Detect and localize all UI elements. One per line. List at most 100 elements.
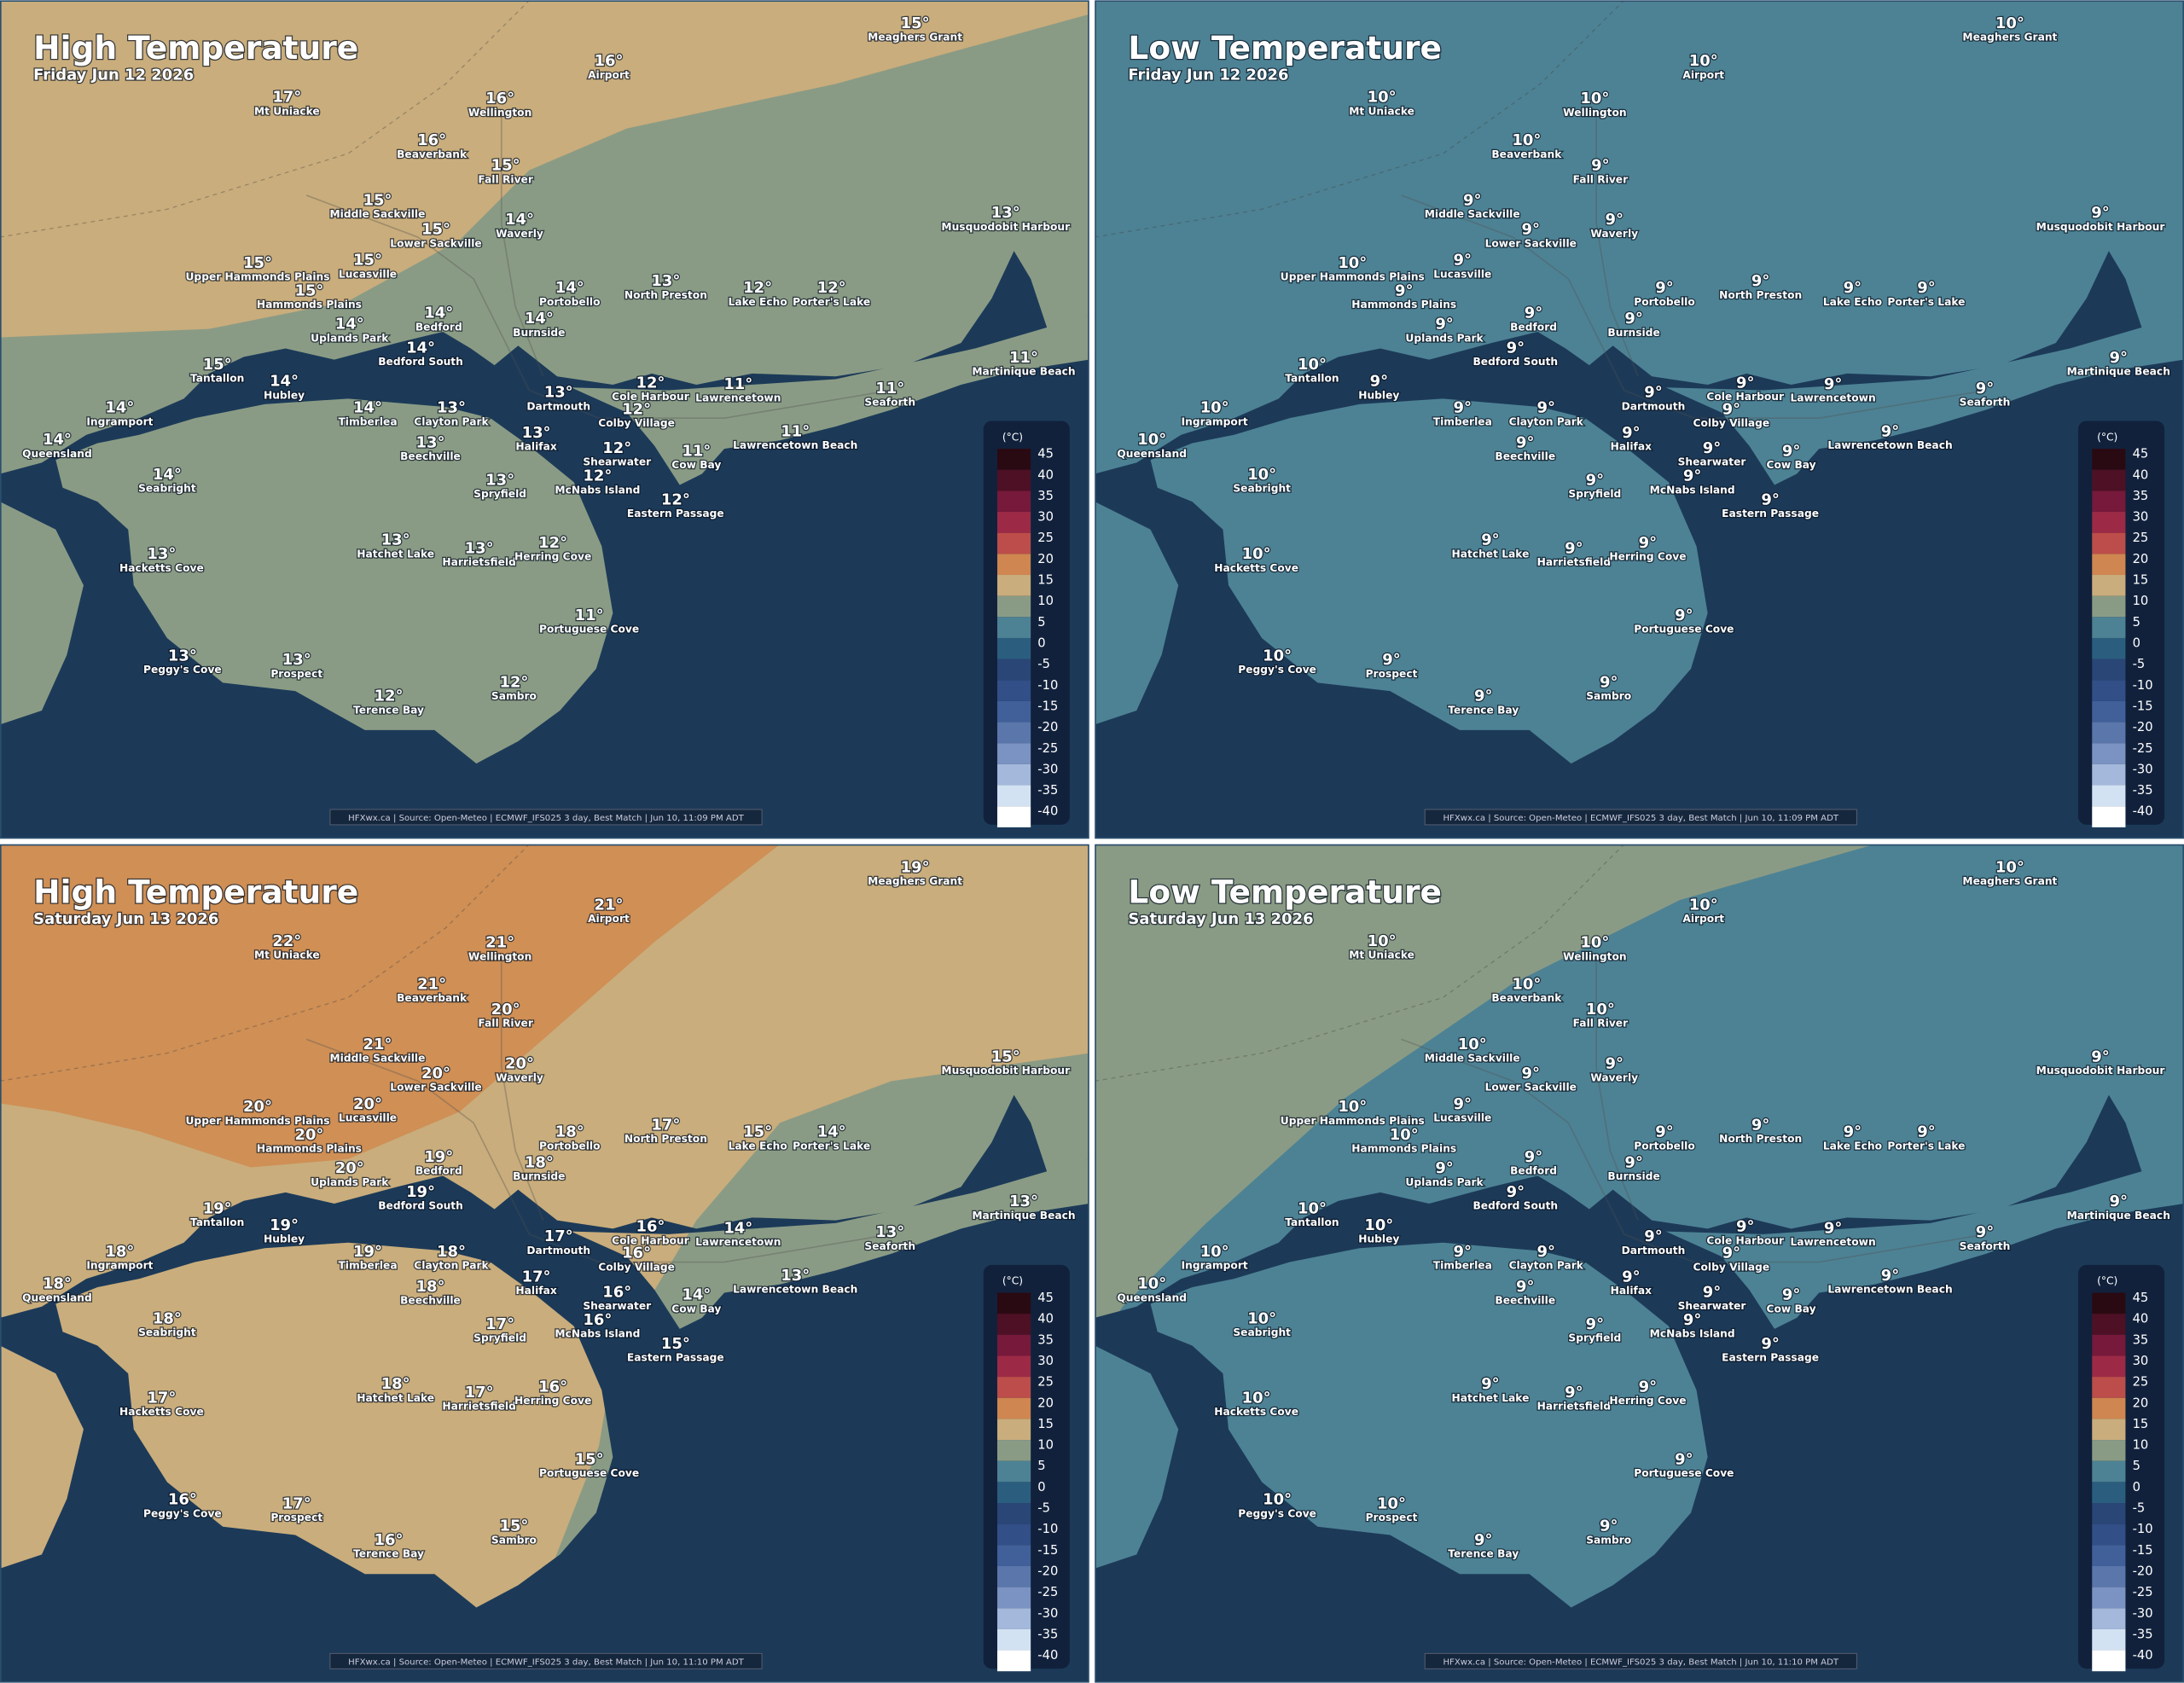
place-name: Burnside [513,327,565,339]
map-subtitle: Saturday Jun 13 2026 [1128,910,1313,928]
place-name: Hubley [264,389,305,401]
panel-body [1095,0,2184,839]
place-name: Clayton Park [414,1260,489,1272]
place-name: Clayton Park [1509,1260,1584,1272]
temperature-label: 21° [417,976,446,994]
place-name: Harrietsfield [442,1401,516,1413]
temperature-label: 20° [294,1126,323,1144]
place-name: Beechville [400,450,461,462]
temperature-label: 17° [544,1227,573,1245]
temperature-label: 9° [1917,279,1935,297]
place-name: Spryfield [473,488,526,500]
place-name: Seabright [1233,483,1291,495]
temperature-label: 9° [1600,1518,1618,1535]
temperature-label: 10° [1263,647,1292,664]
place-name: North Preston [624,1133,707,1145]
map-subtitle: Friday Jun 12 2026 [33,66,194,84]
temperature-label: 14° [424,305,453,322]
place-name: Hammonds Plains [1351,1143,1456,1155]
temperature-label: 17° [465,1384,494,1402]
place-name: Porter's Lake [1887,1140,1965,1152]
temperature-label: 9° [1644,384,1662,402]
place-name: Beaverbank [1491,992,1562,1004]
place-name: Spryfield [1568,488,1621,500]
legend-swatch [2092,1523,2126,1546]
legend-tick-label: 25 [1037,1375,1054,1390]
legend-tick-label: 30 [2133,510,2149,525]
temperature-label: 9° [1481,1375,1499,1393]
temperature-label: 10° [1586,1001,1615,1019]
legend-swatch [2092,763,2126,786]
temperature-label: 9° [1454,1095,1472,1113]
place-name: Shearwater [583,456,651,468]
temperature-label: 16° [538,1378,567,1396]
legend-tick-label: -30 [2133,1606,2153,1621]
legend-tick-label: -40 [2133,1648,2153,1663]
legend-swatch [996,1628,1031,1651]
legend-tick-label: 20 [1037,1396,1054,1410]
place-name: Uplands Park [1405,332,1484,344]
temperature-label: 16° [168,1491,197,1509]
place-name: Hatchet Lake [357,548,434,560]
temperature-label: 18° [525,1154,554,1172]
place-name: Herring Cove [1609,1395,1686,1407]
place-name: Prospect [270,1512,322,1523]
place-name: Middle Sackville [1425,208,1520,220]
temperature-label: 9° [1976,380,1994,398]
footer-box [1424,1652,1857,1669]
legend-swatch [2092,1377,2126,1398]
legend-tick-label: 40 [2133,467,2149,482]
legend-swatch [2092,1334,2126,1356]
legend-tick-label: 5 [1037,1459,1045,1473]
legend-swatch [996,1503,1031,1524]
map-title: High Temperature [33,873,358,910]
place-name: Spryfield [1568,1332,1621,1344]
legend-tick-label: 10 [1037,1438,1054,1453]
legend-swatch [2092,1565,2126,1587]
temperature-label: 18° [153,1309,182,1327]
temperature-label: 10° [1247,1309,1276,1327]
place-name: Beechville [1495,450,1555,462]
place-name: Porter's Lake [1887,296,1965,308]
legend-tick-label: -15 [1037,1543,1058,1558]
temperature-label: 13° [437,399,466,417]
temperature-label: 15° [901,15,930,32]
temperature-label: 13° [991,204,1020,222]
temperature-label: 9° [1683,1311,1701,1329]
legend-tick-label: 45 [1037,447,1054,461]
place-name: Ingramport [86,1260,153,1272]
temperature-label: 9° [1454,252,1472,270]
legend-swatch [2092,1292,2126,1314]
temperature-label: 15° [363,191,392,209]
place-name: Middle Sackville [329,1052,425,1064]
legend-tick-label: 35 [2133,1332,2149,1347]
temperature-label: 10° [1263,1491,1292,1509]
temperature-label: 9° [1683,467,1701,485]
temperature-label: 9° [1586,472,1604,490]
panel-body [0,844,1089,1683]
place-name: Airport [588,69,630,81]
place-name: Lucasville [339,268,397,280]
place-name: North Preston [1719,1133,1802,1145]
temperature-label: 13° [381,531,410,549]
temperature-label: 14° [525,310,554,328]
place-name: Seabright [138,1326,196,1338]
temperature-label: 9° [2110,349,2128,367]
place-name: North Preston [1719,289,1802,301]
place-name: Hubley [264,1233,305,1245]
place-name: Queensland [1117,1291,1187,1303]
temperature-label: 9° [1435,316,1453,334]
place-name: Dartmouth [526,400,590,412]
legend-tick-label: -25 [1037,741,1058,756]
place-name: Lucasville [339,1112,397,1124]
legend-swatch [996,449,1031,470]
place-name: Timberlea [1433,415,1492,427]
temperature-label: 9° [1824,1219,1842,1237]
legend-tick-label: 40 [1037,467,1054,482]
road [1595,955,1639,1221]
place-name: Tantallon [190,1216,244,1228]
legend-swatch [2092,617,2126,638]
place-name: Hubley [1358,389,1399,401]
place-name: Sambro [491,690,537,702]
map-subtitle: Saturday Jun 13 2026 [33,910,218,928]
